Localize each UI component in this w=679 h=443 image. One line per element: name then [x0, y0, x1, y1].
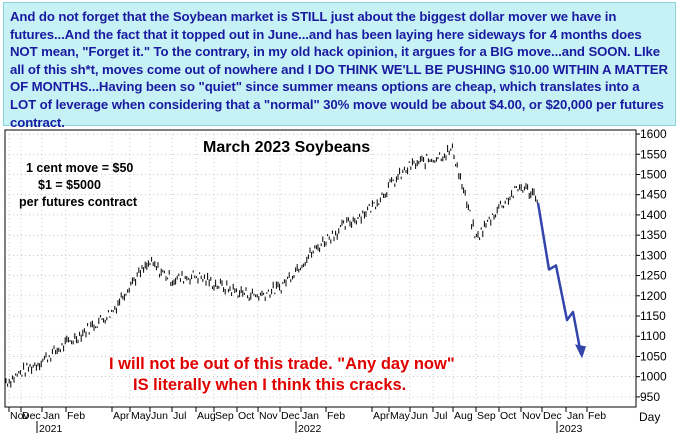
- x-tick-label: Apr: [113, 410, 130, 422]
- x-tick-label: Oct: [500, 410, 516, 422]
- x-tick-label: May: [131, 410, 152, 422]
- side-note-2: $1 = $5000: [38, 178, 101, 192]
- x-tick-label: Sep: [477, 410, 496, 422]
- y-tick-label: 1600: [640, 127, 667, 141]
- y-tick-label: 1450: [640, 188, 667, 202]
- annotation-line-1: I will not be out of this trade. "Any da…: [109, 355, 455, 373]
- x-tick-label: Dec: [281, 410, 300, 422]
- x-tick-label: Feb: [67, 410, 85, 422]
- x-tick-label: Oct: [238, 410, 254, 422]
- y-tick-label: 1350: [640, 228, 667, 242]
- projection-line: [536, 202, 583, 355]
- x-tick-label: Aug: [197, 410, 216, 422]
- x-tick-label: Jun: [151, 410, 168, 422]
- annotation-line-2: IS literally when I think this cracks.: [133, 376, 406, 394]
- x-tick-label: Feb: [327, 410, 345, 422]
- y-tick-label: 1000: [640, 370, 667, 384]
- year-label: 2022: [298, 423, 322, 435]
- x-tick-label: Jun: [411, 410, 428, 422]
- side-note-3: per futures contract: [19, 195, 138, 209]
- x-tick-label: Jan: [567, 410, 584, 422]
- y-tick-label: 1550: [640, 147, 667, 161]
- y-tick-label: 1300: [640, 248, 667, 262]
- year-label: 2023: [559, 423, 583, 435]
- x-tick-label: Nov: [522, 410, 541, 422]
- y-tick-label: 1150: [640, 309, 666, 323]
- x-tick-label: Sep: [215, 410, 234, 422]
- x-tick-label: Jul: [434, 410, 447, 422]
- x-tick-label: Dec: [22, 410, 41, 422]
- x-tick-label: Apr: [373, 410, 390, 422]
- x-tick-label: Nov: [259, 410, 278, 422]
- x-tick-label: Jul: [173, 410, 186, 422]
- x-tick-label: May: [390, 410, 411, 422]
- y-tick-label: 1250: [640, 269, 667, 283]
- x-tick-label: Dec: [543, 410, 562, 422]
- x-tick-label: Nov: [10, 410, 29, 422]
- projection-arrowhead: [575, 344, 586, 359]
- y-axis-unit-label: Day: [639, 410, 660, 424]
- y-tick-label: 1050: [640, 349, 667, 363]
- x-tick-label: Jan: [43, 410, 60, 422]
- year-label: 2021: [39, 423, 63, 435]
- chart-title: March 2023 Soybeans: [203, 139, 370, 156]
- y-axis: 1600 1550 1500 1450 1400 1350 1300 1250 1200 1150…: [636, 127, 667, 404]
- x-tick-label: Jan: [302, 410, 319, 422]
- x-tick-label: Feb: [588, 410, 606, 422]
- x-tick-label: Aug: [454, 410, 473, 422]
- price-bars: [5, 143, 538, 388]
- y-tick-label: 1500: [640, 167, 667, 181]
- y-tick-label: 1200: [640, 289, 667, 303]
- plot-area: [4, 129, 637, 408]
- y-tick-label: 950: [640, 390, 660, 404]
- y-tick-label: 1100: [640, 329, 666, 343]
- commentary-box: And do not forget that the Soybean marke…: [3, 2, 676, 130]
- y-tick-label: 1400: [640, 208, 667, 222]
- side-note-1: 1 cent move = $50: [26, 161, 133, 175]
